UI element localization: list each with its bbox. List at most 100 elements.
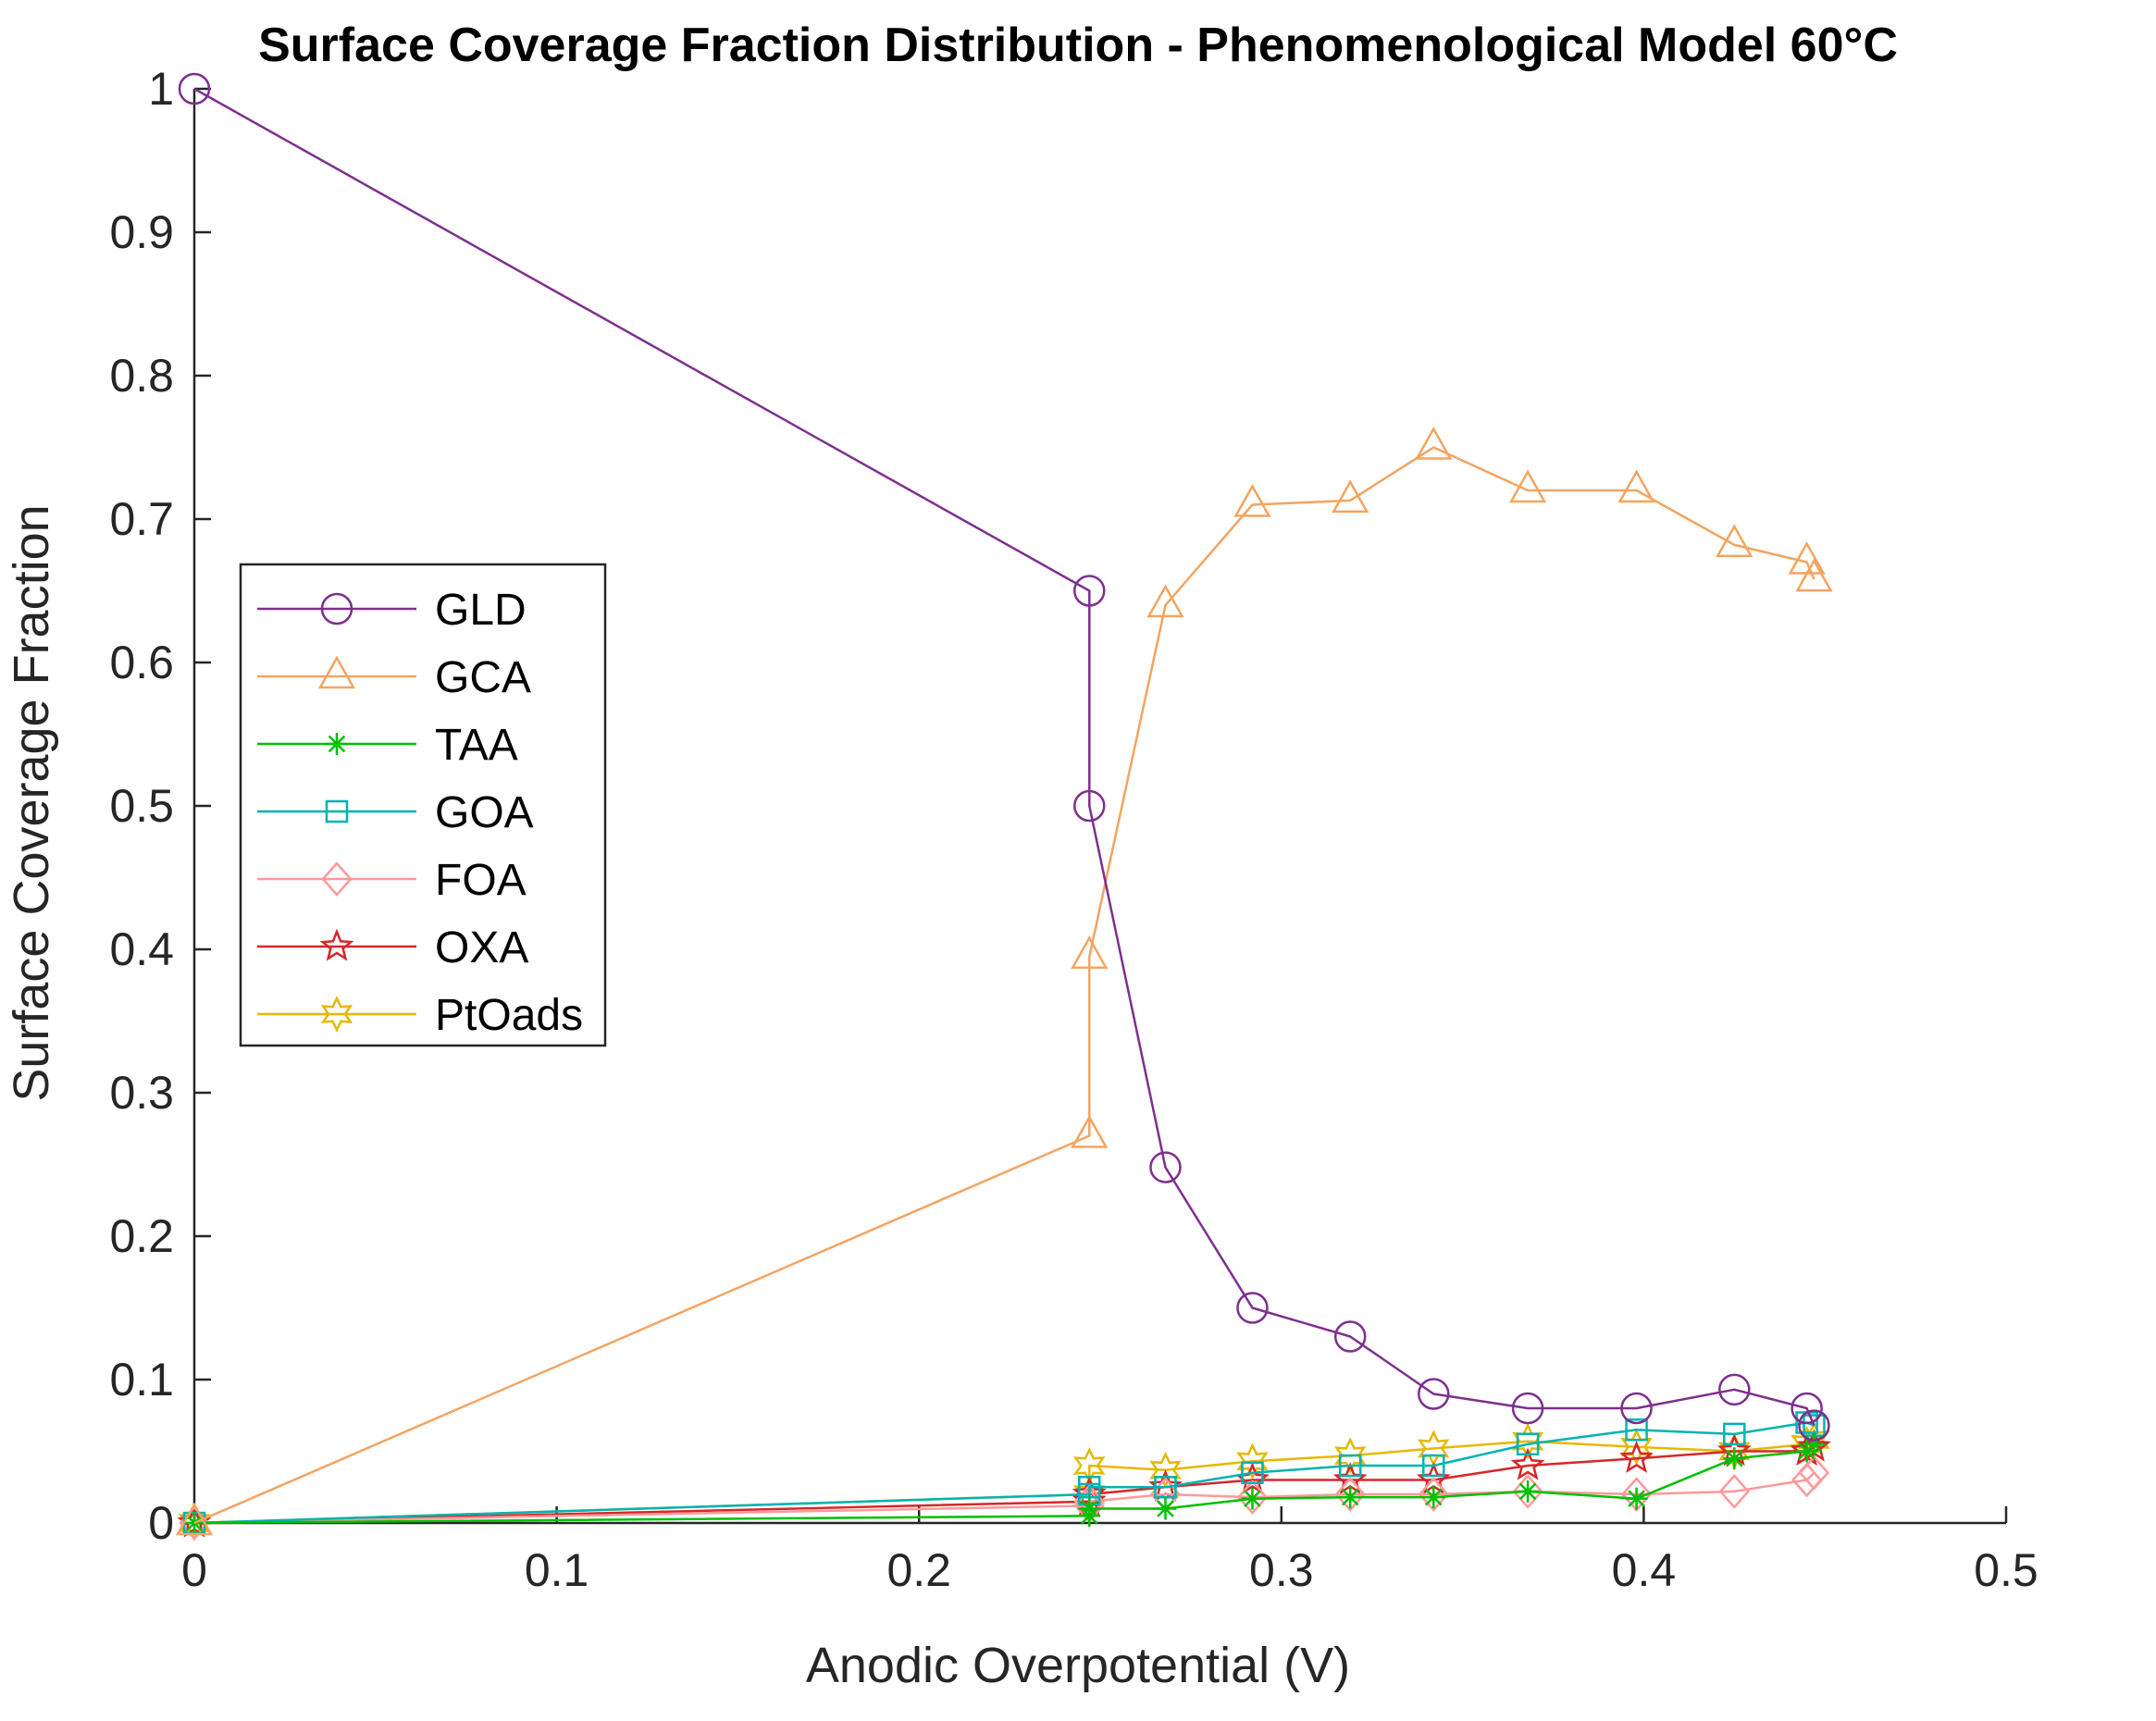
data-point-gld [1236, 1292, 1269, 1324]
data-point-taa [1078, 1497, 1101, 1520]
y-tick-label: 0.4 [109, 923, 174, 975]
y-tick-label: 0 [148, 1497, 174, 1549]
data-point-gld [1333, 1320, 1367, 1353]
x-tick-label: 0.1 [525, 1544, 589, 1596]
legend-item-ptoads: PtOads [257, 991, 583, 1040]
data-point-taa [1154, 1497, 1177, 1520]
data-point-gld [1790, 1392, 1823, 1425]
y-tick-label: 0.8 [109, 350, 174, 402]
data-point-goa [1154, 1476, 1177, 1499]
data-point-gld [1798, 1409, 1830, 1442]
data-point-taa [1723, 1447, 1746, 1470]
series-line-ptoads [193, 1439, 1815, 1525]
data-point-gld [1511, 1392, 1544, 1425]
data-point-gld [1073, 575, 1106, 607]
y-tick-label: 0.6 [109, 637, 174, 688]
legend-marker-gld [320, 592, 353, 625]
legend-item-oxa: OXA [257, 923, 528, 972]
data-point-gca [1415, 426, 1453, 460]
data-point-gca [1795, 558, 1833, 592]
data-point-taa [1422, 1486, 1445, 1509]
data-point-gld [1149, 1151, 1182, 1183]
legend-label-oxa: OXA [435, 923, 528, 972]
y-tick-label: 0.1 [109, 1354, 174, 1405]
data-point-goa [1723, 1422, 1746, 1446]
data-point-taa [1625, 1487, 1648, 1510]
data-point-gld [1073, 789, 1106, 823]
data-point-gca [175, 1502, 214, 1536]
y-axis-label: Surface Coverage Fraction [4, 504, 59, 1101]
series-gca [175, 426, 1833, 1536]
data-point-foa [1798, 1455, 1830, 1491]
y-tick-label: 0.3 [109, 1067, 174, 1119]
legend-marker-taa [326, 733, 348, 755]
x-tick-label: 0.2 [886, 1544, 951, 1596]
x-tick-label: 0.3 [1249, 1544, 1314, 1596]
series-gld [178, 72, 1830, 1442]
legend-marker-gca [317, 655, 356, 689]
legend-item-goa: GOA [257, 788, 534, 837]
legend-item-taa: TAA [257, 721, 518, 770]
data-point-goa [1625, 1418, 1648, 1442]
data-point-taa [1803, 1432, 1826, 1455]
x-tick-label: 0.5 [1974, 1544, 2038, 1596]
data-point-ptoads [1511, 1422, 1544, 1460]
data-point-ptoads [1620, 1428, 1653, 1466]
data-point-foa [1236, 1480, 1269, 1515]
data-point-taa [1241, 1487, 1264, 1510]
data-point-foa [1620, 1477, 1653, 1512]
data-point-goa [1516, 1432, 1540, 1455]
data-point-ptoads [1149, 1451, 1182, 1489]
data-point-taa [1517, 1480, 1540, 1503]
data-point-gld [1418, 1378, 1450, 1410]
legend-item-foa: FOA [257, 856, 527, 905]
data-point-oxa [1619, 1440, 1654, 1473]
data-point-foa [1334, 1477, 1366, 1512]
y-tick-label: 0.5 [109, 780, 174, 832]
data-point-gld [1718, 1373, 1751, 1406]
legend-marker-ptoads [320, 996, 353, 1033]
data-point-gca [1071, 1114, 1109, 1148]
data-point-foa [1790, 1462, 1823, 1498]
legend-label-ptoads: PtOads [435, 991, 583, 1040]
data-point-gca [1508, 469, 1547, 503]
axes: 0 0.1 0.2 0.3 0.4 0.5 0 0.1 0.2 0.3 0.4 0.5 0.6 0.7 0.… [109, 63, 2038, 1596]
data-point-oxa [1510, 1447, 1545, 1480]
data-point-goa [1078, 1476, 1101, 1499]
data-point-foa [1512, 1474, 1543, 1509]
data-point-foa [1418, 1477, 1449, 1512]
data-point-gca [1071, 935, 1109, 969]
legend: GLD GCA TAA GOA FOA OXA PtOads [239, 563, 607, 1047]
chart-title: Surface Coverage Fraction Distribution -… [258, 19, 1898, 72]
legend-label-foa: FOA [435, 856, 527, 905]
x-tick-label: 0.4 [1612, 1544, 1677, 1596]
data-point-gca [1617, 469, 1655, 503]
series-line-goa [193, 1421, 1815, 1525]
legend-label-taa: TAA [435, 721, 518, 770]
legend-box [239, 563, 607, 1047]
legend-label-gld: GLD [435, 586, 527, 635]
data-point-gca [1716, 524, 1753, 558]
data-point-goa [1241, 1461, 1264, 1484]
series-line-gld [193, 87, 1815, 1427]
data-point-gca [1332, 479, 1369, 514]
legend-item-gca: GCA [257, 653, 531, 702]
y-tick-label: 0.9 [109, 206, 174, 258]
data-point-goa [1422, 1454, 1445, 1478]
data-point-ptoads [1334, 1437, 1367, 1475]
series-line-oxa [193, 1445, 1815, 1525]
data-point-goa [1338, 1454, 1362, 1478]
x-axis-label: Anodic Overpotential (V) [806, 1638, 1350, 1693]
data-point-taa [1339, 1486, 1362, 1509]
series-layer [175, 72, 1833, 1541]
legend-marker-oxa [319, 928, 354, 961]
y-tick-label: 0.2 [109, 1210, 174, 1262]
series-goa [182, 1411, 1826, 1535]
y-tick-label: 1 [148, 63, 174, 115]
legend-label-goa: GOA [435, 788, 534, 837]
legend-marker-foa [321, 861, 353, 897]
x-tick-label: 0 [181, 1544, 207, 1596]
legend-item-gld: GLD [257, 586, 527, 635]
data-point-gca [1146, 584, 1184, 618]
